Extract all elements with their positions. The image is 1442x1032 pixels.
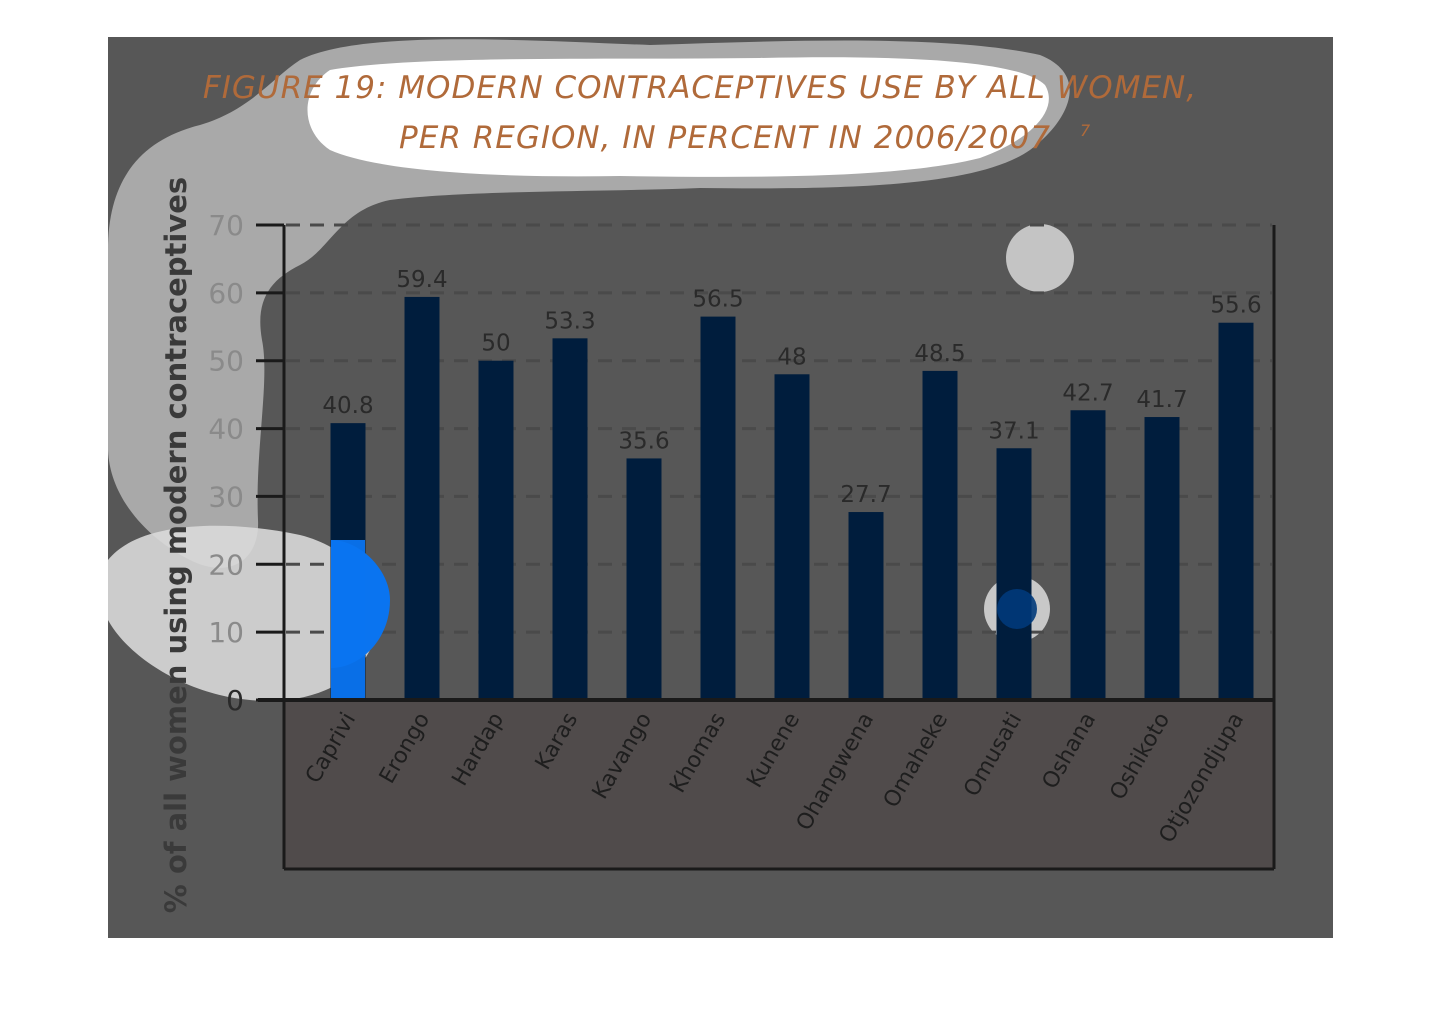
y-tick-label: 10 [208, 616, 244, 649]
data-label: 59.4 [396, 267, 447, 293]
data-label: 55.6 [1210, 293, 1261, 319]
bar-omusati [996, 448, 1032, 700]
data-label: 48.5 [914, 341, 965, 367]
data-label: 50 [481, 331, 510, 357]
bar-hardap [478, 360, 514, 700]
y-tick-label: 0 [226, 684, 244, 717]
data-label: 35.6 [618, 428, 669, 454]
title-line-1: FIGURE 19: MODERN CONTRACEPTIVES USE BY … [203, 70, 1197, 106]
bar-oshikoto [1144, 417, 1180, 700]
y-axis-title: % of all women using modern contraceptiv… [159, 177, 193, 913]
bar-khomas [700, 316, 736, 700]
category-panel [284, 702, 1274, 869]
bar-ohangwena [848, 512, 884, 700]
y-tick-label: 50 [208, 345, 244, 378]
data-label: 41.7 [1136, 387, 1187, 413]
bar-karas [552, 338, 588, 700]
y-tick-label: 30 [208, 480, 244, 513]
y-tick-label: 20 [208, 548, 244, 581]
data-label: 56.5 [692, 287, 743, 313]
bar-kavango [626, 458, 662, 700]
highlight-overlay [331, 540, 390, 698]
data-label: 42.7 [1062, 380, 1113, 406]
bar-oshana [1070, 410, 1106, 700]
data-labels: 40.8 59.4 50 53.3 35.6 56.5 48 27.7 48.5 37.1 42.7… [322, 267, 1261, 508]
bar-omaheke [922, 370, 958, 700]
title-line-2: PER REGION, IN PERCENT IN 2006/2007 [399, 120, 1051, 156]
axes [258, 225, 1276, 871]
bar-otjozondjupa [1218, 322, 1254, 700]
y-axis-ticks: 0 10 20 30 40 50 60 70 [208, 209, 284, 717]
data-label: 48 [777, 344, 806, 370]
y-tick-label: 70 [208, 209, 244, 242]
chart-title: FIGURE 19: MODERN CONTRACEPTIVES USE BY … [203, 70, 1197, 156]
data-label: 40.8 [322, 393, 373, 419]
title-footnote: 7 [1080, 121, 1091, 140]
overlay-blobs [108, 39, 1074, 701]
y-tick-label: 40 [208, 413, 244, 446]
highlight-dot [997, 589, 1037, 629]
y-tick-label: 60 [208, 277, 244, 310]
data-label: 27.7 [840, 482, 891, 508]
bar-kunene [774, 374, 810, 700]
bar-erongo [404, 296, 440, 700]
data-label: 37.1 [988, 418, 1039, 444]
data-label: 53.3 [544, 308, 595, 334]
